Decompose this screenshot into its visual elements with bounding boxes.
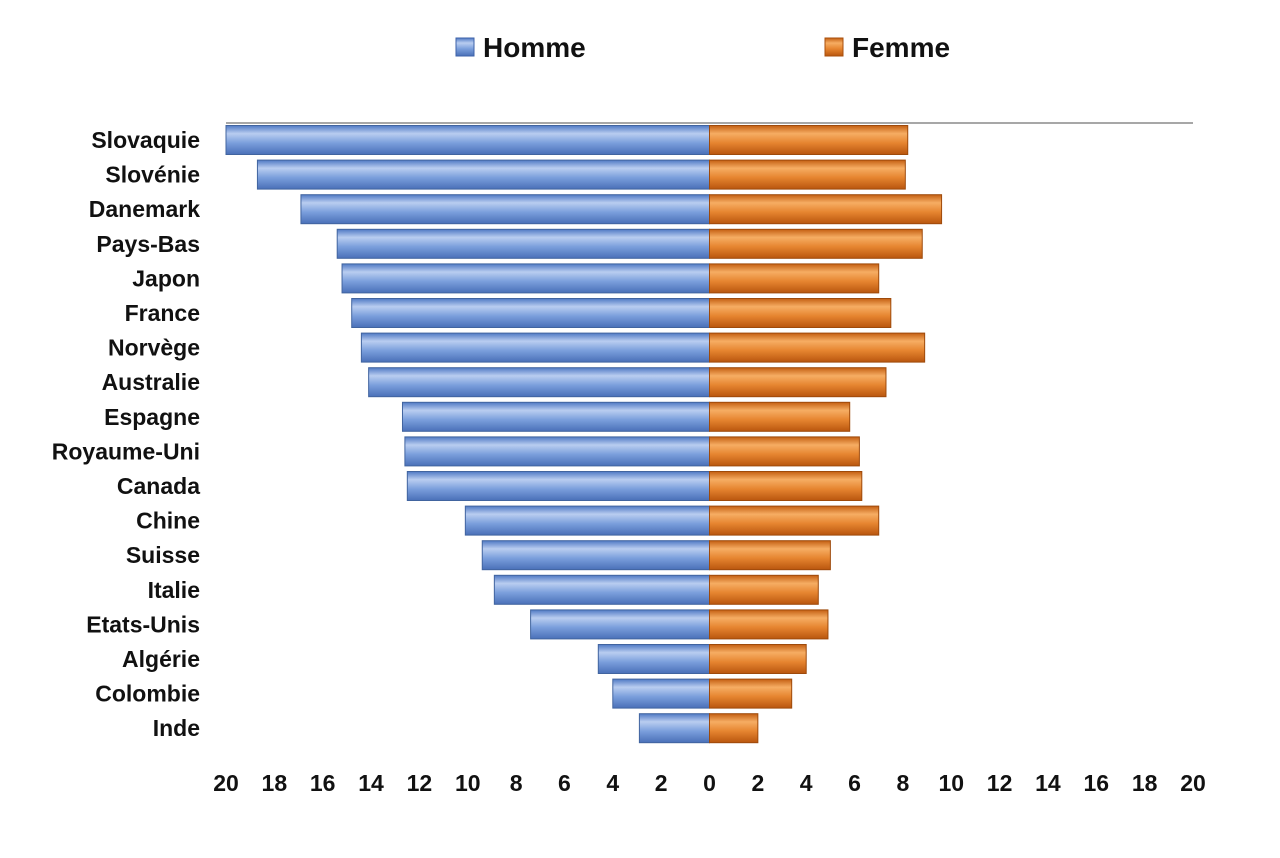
- x-tick-label: 6: [558, 770, 571, 796]
- x-tick-label: 18: [1132, 770, 1158, 796]
- category-label-france: France: [125, 300, 200, 326]
- category-label-slovenie: Slovénie: [105, 162, 200, 188]
- bar-homme-canada: [406, 471, 710, 501]
- category-label-colombie: Colombie: [95, 681, 200, 707]
- bar-femme-japon: [709, 263, 880, 294]
- bar-homme-algerie: [597, 644, 710, 674]
- category-label-australie: Australie: [102, 369, 200, 395]
- category-label-royaume-uni: Royaume-Uni: [52, 438, 200, 464]
- bar-homme-pays-bas: [336, 228, 710, 259]
- x-tick-label: 6: [848, 770, 861, 796]
- bar-homme-australie: [368, 367, 710, 398]
- bar-homme-inde: [638, 713, 711, 744]
- bar-femme-norvege: [709, 332, 926, 363]
- bar-femme-slovenie: [709, 159, 906, 190]
- legend-swatch-femme: [824, 37, 844, 57]
- x-tick-label: 8: [510, 770, 523, 796]
- bar-homme-colombie: [612, 678, 710, 709]
- legend: Homme Femme: [455, 32, 950, 63]
- bar-homme-norvege: [360, 332, 710, 363]
- bar-femme-danemark: [709, 194, 943, 225]
- category-label-danemark: Danemark: [89, 196, 200, 222]
- bar-femme-slovaquie: [709, 125, 909, 155]
- x-tick-label: 10: [938, 770, 964, 796]
- x-tick-label: 12: [407, 770, 433, 796]
- x-tick-label: 14: [1035, 770, 1061, 796]
- bar-femme-royaume-uni: [709, 436, 860, 467]
- bar-femme-suisse: [709, 540, 831, 571]
- x-tick-label: 12: [987, 770, 1013, 796]
- category-label-pays-bas: Pays-Bas: [96, 231, 200, 257]
- bar-femme-chine: [709, 505, 880, 536]
- bar-homme-france: [351, 298, 710, 328]
- category-label-suisse: Suisse: [126, 542, 200, 568]
- category-label-chine: Chine: [136, 508, 200, 534]
- bar-femme-algerie: [709, 644, 807, 674]
- legend-label-femme: Femme: [852, 32, 950, 63]
- x-tick-label: 10: [455, 770, 481, 796]
- bar-femme-espagne: [709, 401, 851, 432]
- x-tick-label: 4: [800, 770, 813, 796]
- x-tick-label: 20: [1180, 770, 1206, 796]
- x-tick-label: 0: [703, 770, 716, 796]
- x-tick-label: 2: [655, 770, 668, 796]
- category-label-japon: Japon: [132, 265, 200, 291]
- x-tick-label: 20: [213, 770, 239, 796]
- x-tick-label: 16: [1084, 770, 1110, 796]
- x-axis-tick-labels: 20 18 16 14 12 10 8 6 4 2 0 2 4 6 8 10 12 14 16 18 20: [213, 770, 1206, 796]
- bar-femme-colombie: [709, 678, 793, 709]
- bar-femme-pays-bas: [709, 228, 923, 259]
- bar-femme-inde: [709, 713, 759, 744]
- x-tick-label: 18: [262, 770, 288, 796]
- bar-homme-etats-unis: [530, 609, 710, 640]
- bar-homme-espagne: [401, 401, 710, 432]
- category-label-norvege: Norvège: [108, 335, 200, 361]
- bar-femme-france: [709, 298, 892, 328]
- x-tick-label: 4: [606, 770, 619, 796]
- bar-homme-suisse: [481, 540, 710, 571]
- x-tick-label: 14: [358, 770, 384, 796]
- bar-femme-canada: [709, 471, 863, 501]
- x-tick-label: 2: [751, 770, 764, 796]
- bar-homme-chine: [464, 505, 710, 536]
- bars-group: [225, 125, 943, 744]
- bar-homme-japon: [341, 263, 710, 294]
- category-labels: Slovaquie Slovénie Danemark Pays-Bas Japon Fr…: [52, 127, 200, 741]
- bar-femme-italie: [709, 574, 819, 605]
- legend-label-homme: Homme: [483, 32, 586, 63]
- x-tick-label: 16: [310, 770, 336, 796]
- category-label-slovaquie: Slovaquie: [91, 127, 200, 153]
- category-label-espagne: Espagne: [104, 404, 200, 430]
- category-label-canada: Canada: [117, 473, 200, 499]
- bar-homme-slovenie: [256, 159, 710, 190]
- bar-homme-slovaquie: [225, 125, 710, 155]
- bar-homme-italie: [493, 574, 710, 605]
- category-label-etats-unis: Etats-Unis: [86, 611, 200, 637]
- category-label-inde: Inde: [153, 715, 200, 741]
- bar-homme-royaume-uni: [404, 436, 710, 467]
- bar-femme-australie: [709, 367, 887, 398]
- category-label-algerie: Algérie: [122, 646, 200, 672]
- x-tick-label: 8: [897, 770, 910, 796]
- legend-swatch-homme: [455, 37, 475, 57]
- bar-femme-etats-unis: [709, 609, 829, 640]
- bar-homme-danemark: [300, 194, 710, 225]
- category-label-italie: Italie: [148, 577, 200, 603]
